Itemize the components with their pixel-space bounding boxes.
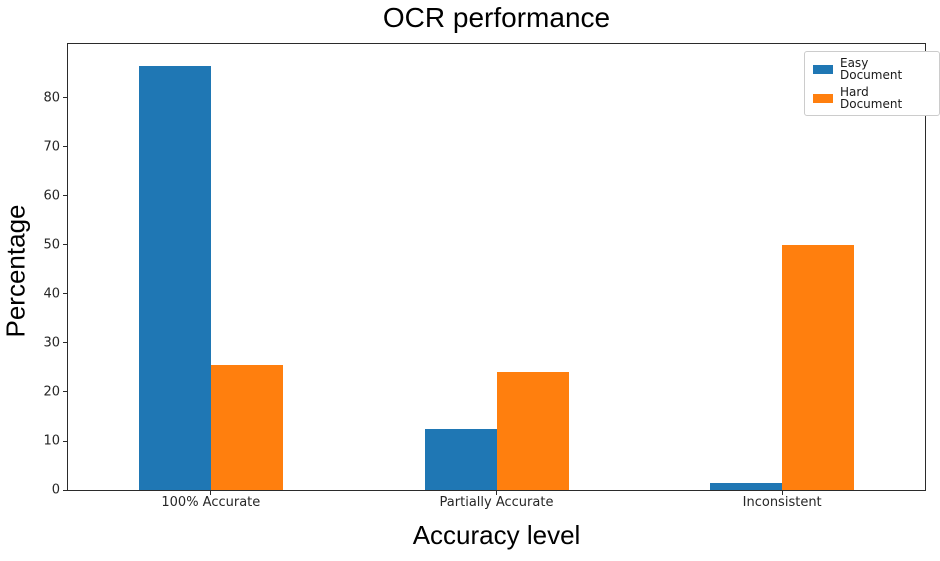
bar-hard-document-100-accurate — [210, 365, 283, 490]
y-tick-label-20: 20 — [43, 384, 60, 400]
x-tick-1 — [496, 491, 497, 495]
bar-easy-document-100-accurate — [138, 66, 211, 490]
x-tick-label-2: Inconsistent — [742, 495, 822, 510]
legend-label-easy-document: Easy Document — [840, 56, 903, 82]
legend: Easy Document Hard Document — [804, 51, 940, 116]
x-axis-label: Accuracy level — [412, 520, 581, 550]
legend-swatch-easy-document — [813, 64, 833, 74]
y-tick-label-50: 50 — [43, 237, 60, 253]
y-tick-10 — [63, 440, 67, 442]
y-tick-label-70: 70 — [43, 139, 60, 155]
chart-title: OCR performance — [382, 2, 611, 33]
legend-swatch-hard-document — [813, 93, 833, 103]
y-tick-30 — [63, 342, 67, 344]
legend-entry-easy-document: Easy Document — [813, 57, 931, 81]
y-tick-70 — [63, 146, 67, 148]
x-tick-label-0: 100% Accurate — [161, 495, 261, 510]
legend-entry-hard-document: Hard Document — [813, 86, 931, 110]
x-tick-2 — [781, 491, 783, 495]
plot-area: 0 10 20 30 40 50 60 70 80 100% Accurate Partially … — [43, 43, 926, 509]
y-tick-60 — [63, 195, 67, 197]
bar-hard-document-partially-accurate — [496, 372, 569, 490]
y-tick-20 — [63, 391, 67, 393]
y-tick-label-10: 10 — [43, 433, 60, 449]
y-tick-40 — [63, 293, 67, 295]
bar-easy-document-partially-accurate — [424, 428, 497, 490]
legend-label-hard-document: Hard Document — [840, 85, 903, 111]
y-tick-label-30: 30 — [43, 335, 60, 351]
bar-easy-document-inconsistent — [710, 482, 783, 490]
y-axis-label: Percentage — [0, 204, 31, 338]
y-tick-label-80: 80 — [43, 90, 60, 106]
y-tick-50 — [63, 244, 67, 246]
y-tick-0 — [63, 489, 67, 491]
y-tick-label-40: 40 — [43, 286, 60, 302]
x-tick-label-1: Partially Accurate — [439, 495, 554, 510]
y-tick-80 — [63, 97, 67, 99]
bar-hard-document-inconsistent — [782, 244, 855, 490]
y-tick-label-60: 60 — [43, 188, 60, 204]
y-tick-label-0: 0 — [51, 482, 60, 498]
x-tick-0 — [210, 491, 212, 495]
